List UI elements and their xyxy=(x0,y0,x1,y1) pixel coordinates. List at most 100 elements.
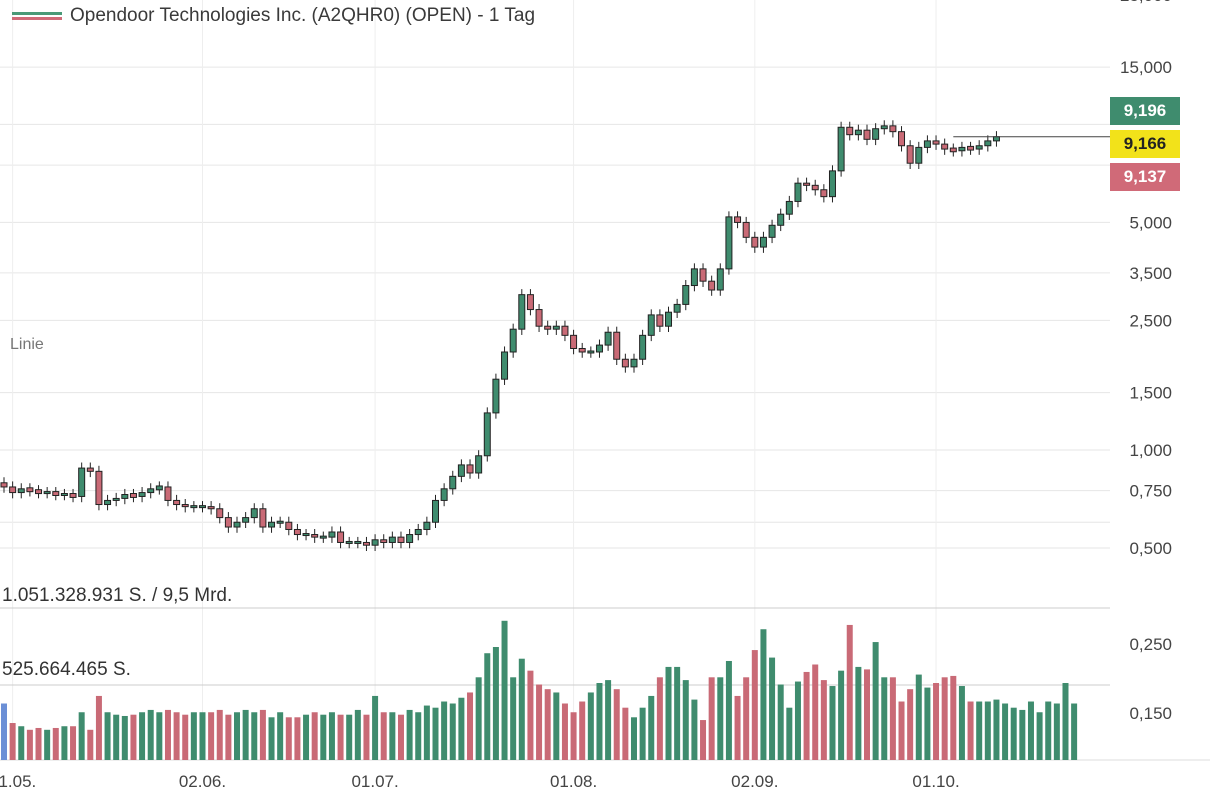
volume-bar xyxy=(182,714,189,760)
volume-bar xyxy=(216,709,223,760)
price-tick-label: 0,750 xyxy=(1129,482,1172,501)
candle xyxy=(509,328,517,353)
volume-bar xyxy=(872,642,879,760)
candle xyxy=(725,216,733,270)
volume-bar xyxy=(605,680,612,760)
volume-bar xyxy=(78,712,85,760)
volume-bar xyxy=(87,729,94,760)
candle xyxy=(906,145,914,164)
candle xyxy=(630,358,638,368)
volume-bar xyxy=(924,687,931,760)
volume-bar xyxy=(717,677,724,760)
candle xyxy=(820,189,828,198)
candle xyxy=(803,182,811,186)
volume-bar xyxy=(838,670,845,760)
volume-bar xyxy=(415,712,422,760)
candle xyxy=(406,534,414,543)
volume-bar xyxy=(743,677,750,760)
volume-bar xyxy=(337,714,344,760)
price-tick-label: 3,500 xyxy=(1129,264,1172,283)
volume-bar xyxy=(95,695,102,760)
volume-bar xyxy=(303,714,310,760)
volume-bar xyxy=(173,712,180,760)
candle xyxy=(121,494,129,499)
candle xyxy=(975,145,983,150)
candle xyxy=(60,493,68,497)
volume-bar xyxy=(199,712,206,760)
volume-bar xyxy=(1062,683,1069,760)
candle xyxy=(380,539,388,543)
candle xyxy=(526,294,534,311)
candle xyxy=(69,493,77,498)
candle xyxy=(708,280,716,291)
candle xyxy=(682,285,690,305)
volume-bar xyxy=(234,712,241,760)
chart-mode-label[interactable]: Linie xyxy=(10,336,44,353)
candle xyxy=(198,505,206,509)
candle xyxy=(26,487,34,493)
volume-bar xyxy=(406,709,413,760)
volume-bar xyxy=(208,712,215,760)
candle xyxy=(699,268,707,282)
candle xyxy=(457,464,465,477)
volume-bar xyxy=(536,684,543,760)
high-price-tag: 9,196 xyxy=(1110,97,1180,125)
candle xyxy=(673,303,681,313)
volume-bar xyxy=(579,701,586,760)
volume-bar xyxy=(820,680,827,760)
candle xyxy=(337,531,345,543)
volume-bar xyxy=(958,686,965,760)
candle xyxy=(967,145,975,151)
volume-bar xyxy=(630,717,637,760)
volume-bar xyxy=(518,658,525,760)
candle xyxy=(250,508,258,519)
volume-bar xyxy=(846,624,853,760)
volume-bar xyxy=(113,714,120,760)
candle xyxy=(138,492,146,497)
candle xyxy=(828,170,836,198)
candle xyxy=(371,539,379,546)
candle xyxy=(86,467,94,472)
candle xyxy=(397,536,405,543)
candle xyxy=(647,314,655,336)
candle xyxy=(932,140,940,145)
volume-bar xyxy=(285,717,292,760)
candle xyxy=(181,504,189,508)
volume-bar xyxy=(70,726,77,760)
volume-bar xyxy=(1010,707,1017,760)
candle xyxy=(751,236,759,248)
chart-legend[interactable]: Opendoor Technologies Inc. (A2QHR0) (OPE… xyxy=(12,5,535,27)
candle xyxy=(354,540,362,544)
volume-bar xyxy=(691,699,698,760)
candle xyxy=(949,147,957,153)
candle xyxy=(742,221,750,238)
volume-bar xyxy=(130,714,137,760)
candle xyxy=(129,493,137,498)
candle xyxy=(259,508,267,528)
candle xyxy=(17,488,25,494)
volume-bar xyxy=(941,677,948,760)
volume-bar xyxy=(570,712,577,760)
date-tick-label: 02.09. xyxy=(731,772,778,791)
price-tick-label: 2,500 xyxy=(1129,311,1172,330)
volume-bar xyxy=(829,686,836,760)
price-tick-label: 1,500 xyxy=(1129,384,1172,403)
candle xyxy=(242,517,250,523)
volume-bar xyxy=(320,714,327,760)
date-tick-label: 02.06. xyxy=(179,772,226,791)
candle xyxy=(466,464,474,474)
candle xyxy=(811,184,819,191)
volume-bar xyxy=(380,712,387,760)
candle xyxy=(302,533,310,537)
volume-bar xyxy=(993,699,1000,760)
candle xyxy=(872,128,880,140)
candle xyxy=(147,488,155,494)
candle xyxy=(578,347,586,353)
candle xyxy=(216,508,224,519)
candle xyxy=(173,499,181,506)
volume-bar xyxy=(44,729,51,760)
date-tick-label: 01.05. xyxy=(0,772,36,791)
candle xyxy=(854,129,862,136)
